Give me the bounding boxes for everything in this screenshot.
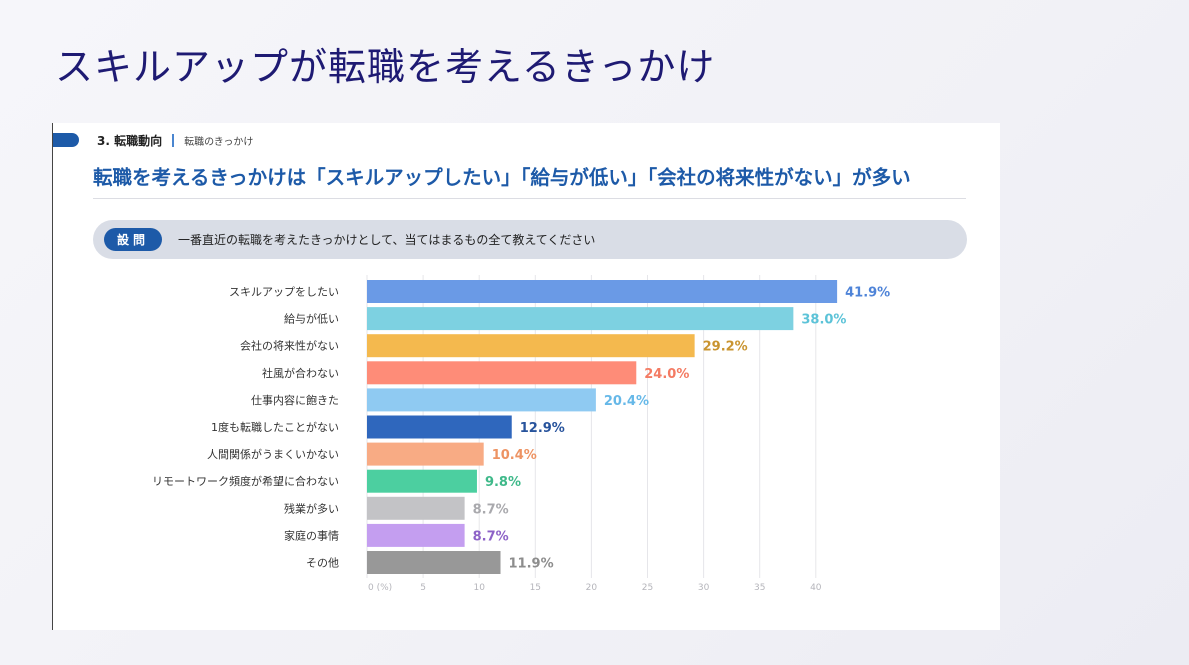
category-label: 人間関係がうまくいかない (207, 447, 339, 461)
bar (367, 334, 695, 358)
value-label: 11.9% (509, 557, 554, 572)
category-label: 残業が多い (284, 501, 339, 515)
breadcrumb: 3. 転職動向 転職のきっかけ (97, 132, 253, 149)
category-label: その他 (306, 557, 339, 570)
bar (367, 523, 465, 547)
bar (367, 280, 838, 303)
breadcrumb-divider (172, 134, 175, 147)
value-label: 29.2% (703, 340, 748, 355)
slide-title: スキルアップが転職を考えるきっかけ (55, 45, 716, 89)
value-label: 10.4% (492, 448, 537, 463)
category-label: 家庭の事情 (284, 528, 339, 542)
question-text: 一番直近の転職を考えたきっかけとして、当てはまるもの全て教えてください (178, 233, 596, 247)
x-tick-label: 25 (642, 583, 653, 593)
headline-divider (93, 198, 966, 199)
value-label: 38.0% (801, 313, 846, 328)
category-label: 給与が低い (284, 312, 339, 326)
x-tick-label: 30 (698, 583, 710, 593)
card-headline: 転職を考えるきっかけは「スキルアップしたい」「給与が低い」「会社の将来性がない」… (93, 166, 911, 189)
category-label: スキルアップをしたい (229, 286, 339, 299)
value-label: 12.9% (520, 421, 565, 436)
x-tick-label: 40 (810, 583, 822, 593)
x-tick-label: 10 (473, 583, 485, 593)
x-tick-label: 15 (530, 583, 541, 593)
category-label: 1度も転職したことがない (211, 420, 339, 434)
bar (367, 415, 512, 439)
x-tick-label: 20 (586, 583, 598, 593)
bar-chart: 0 (%) 5 10 15 20 25 30 35 40 スキルアップをしたい 41.9% 給与が低い… (152, 275, 890, 593)
value-label: 20.4% (604, 394, 649, 409)
value-label: 8.7% (473, 529, 509, 544)
x-tick-label: 0 (%) (368, 583, 392, 593)
value-label: 8.7% (473, 502, 509, 517)
value-label: 9.8% (485, 475, 521, 490)
bar (367, 307, 794, 331)
section-tab-marker (53, 133, 79, 147)
category-label: 仕事内容に飽きた (251, 393, 339, 407)
bar (367, 469, 477, 493)
breadcrumb-subsection: 転職のきっかけ (184, 137, 254, 148)
x-tick-label: 35 (754, 583, 765, 593)
category-label: 会社の将来性がない (240, 339, 339, 353)
value-label: 24.0% (644, 367, 689, 382)
category-label: 社風が合わない (262, 366, 339, 380)
value-label: 41.9% (845, 286, 890, 301)
x-tick-label: 5 (420, 583, 426, 593)
bar (367, 442, 484, 466)
bar (367, 388, 596, 412)
report-card: 3. 転職動向 転職のきっかけ 転職を考えるきっかけは「スキルアップしたい」「給… (52, 123, 1000, 630)
bar (367, 361, 637, 385)
category-label: リモートワーク頻度が希望に合わない (152, 474, 339, 488)
bar (367, 496, 465, 520)
bar (367, 551, 501, 574)
question-banner: 設問 一番直近の転職を考えたきっかけとして、当てはまるもの全て教えてください (93, 220, 967, 259)
breadcrumb-section: 3. 転職動向 (97, 134, 163, 148)
question-badge: 設問 (104, 228, 162, 251)
